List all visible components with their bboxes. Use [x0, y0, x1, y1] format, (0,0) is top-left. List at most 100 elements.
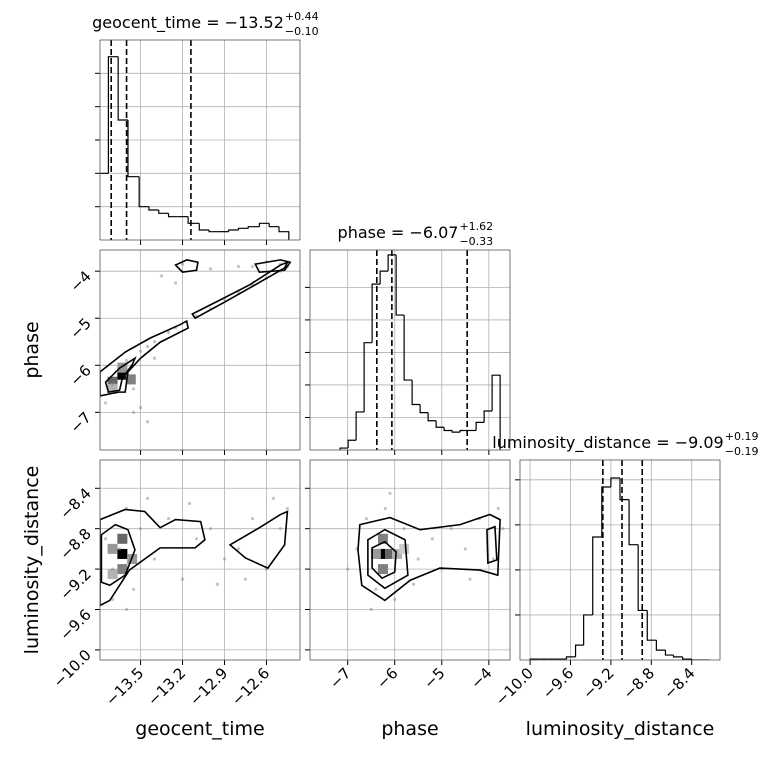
hist-step — [574, 644, 584, 657]
hist-step — [646, 610, 657, 641]
panel — [310, 250, 510, 450]
panel — [100, 460, 300, 660]
sample-point — [374, 587, 378, 591]
contour — [100, 319, 190, 397]
title-upper: +1.62 — [459, 220, 493, 233]
title-main: geocent_time = −13.52 — [92, 13, 284, 33]
sample-point — [388, 491, 392, 495]
hist-step — [237, 227, 249, 230]
hist-step — [268, 223, 280, 228]
x-tick-label: −7 — [326, 664, 354, 692]
title-upper: +0.44 — [285, 10, 319, 23]
hist-step — [148, 206, 159, 211]
sample-point — [103, 401, 108, 405]
density-cell — [377, 564, 388, 575]
sample-point — [187, 501, 192, 506]
hist-step — [459, 429, 469, 433]
hist-step — [610, 477, 620, 488]
hist-step — [443, 427, 453, 432]
sample-point — [138, 406, 143, 410]
hist-step — [628, 499, 639, 546]
hist-step — [672, 655, 683, 658]
y-axis-label: phase — [21, 321, 43, 378]
sample-point — [173, 281, 178, 285]
hist-step — [592, 536, 602, 615]
sample-point — [159, 274, 164, 278]
sample-point — [152, 356, 157, 360]
sample-point — [180, 262, 185, 266]
title-main: luminosity_distance = −9.09 — [492, 433, 723, 453]
hist-step — [451, 430, 461, 433]
contour — [191, 260, 290, 320]
contour — [228, 510, 289, 570]
hist-step — [355, 411, 365, 441]
y-tick-label: −6 — [66, 361, 94, 389]
contour — [254, 259, 292, 273]
hist-step — [339, 447, 349, 450]
title-lower: −0.10 — [285, 25, 319, 38]
sample-point — [243, 577, 248, 581]
hist-step — [371, 283, 381, 343]
hist-step — [411, 380, 421, 406]
title-lower: −0.33 — [459, 235, 493, 248]
contour — [104, 356, 137, 394]
panel-frame — [519, 459, 721, 661]
density-cell — [392, 548, 403, 559]
sample-point — [208, 527, 213, 531]
hist-step — [127, 120, 140, 178]
x-tick-label: −5 — [420, 664, 448, 692]
contour — [100, 508, 206, 607]
hist-step — [395, 254, 405, 316]
density-cell — [370, 548, 381, 559]
sample-point — [222, 557, 227, 561]
x-tick-label: −12.9 — [186, 664, 231, 709]
sample-point — [369, 607, 373, 612]
sample-point — [250, 516, 255, 521]
sample-point — [468, 577, 472, 581]
sample-point — [110, 567, 115, 571]
x-tick-label: −9.2 — [579, 664, 617, 702]
sample-point — [278, 527, 283, 531]
sample-point — [383, 506, 387, 511]
density-cell — [117, 564, 128, 575]
title-lower: −0.19 — [725, 445, 759, 458]
hist-step — [664, 650, 674, 656]
sample-point — [124, 358, 129, 363]
y-tick-label: −4 — [66, 267, 94, 295]
sample-point — [250, 264, 255, 269]
hist-step — [198, 223, 210, 231]
hist-step — [347, 439, 357, 449]
sample-point — [496, 506, 500, 511]
x-axis-label: phase — [381, 718, 438, 740]
x-tick-label: −8.4 — [660, 664, 698, 702]
x-tick-label: −8.8 — [620, 664, 658, 702]
hist-step — [583, 614, 593, 646]
panel-title: phase = −6.07 — [338, 223, 459, 242]
panel — [100, 250, 300, 450]
density-cell — [107, 569, 118, 580]
hist-step — [655, 640, 666, 651]
hist-step — [278, 226, 290, 240]
sample-point — [124, 607, 129, 612]
hist-step — [208, 230, 219, 233]
x-axis-label: geocent_time — [135, 718, 264, 740]
sample-point — [215, 582, 220, 586]
hist-step — [619, 478, 630, 501]
density-cell — [107, 543, 118, 554]
density-cell — [107, 376, 118, 387]
hist-step — [379, 270, 389, 285]
y-tick-label: −7 — [66, 408, 94, 436]
sample-point — [117, 547, 122, 551]
panel-title: luminosity_distance = −9.09 — [492, 433, 723, 453]
hist-step — [167, 213, 179, 218]
sample-point — [145, 496, 150, 500]
y-tick-label: −8.8 — [56, 525, 94, 563]
sample-point — [285, 506, 290, 511]
hist-step — [158, 210, 169, 214]
sample-point — [145, 344, 150, 349]
density-cell — [399, 543, 410, 554]
hist-step — [107, 56, 119, 174]
density-cell — [107, 383, 118, 394]
panel-frame — [99, 39, 301, 241]
